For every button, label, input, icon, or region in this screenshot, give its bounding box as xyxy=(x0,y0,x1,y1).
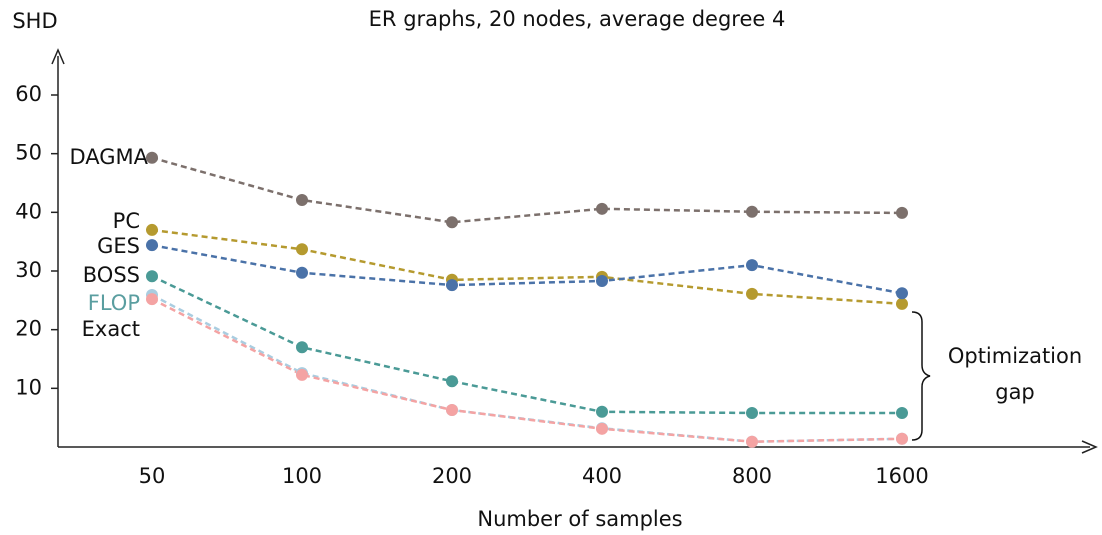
data-point xyxy=(896,432,908,445)
series-label: DAGMA xyxy=(69,145,148,169)
data-point xyxy=(296,266,308,279)
series-line xyxy=(151,298,903,443)
y-tick-label: 60 xyxy=(15,82,42,106)
brace xyxy=(911,311,931,441)
series-label: BOSS xyxy=(83,263,140,287)
data-point xyxy=(146,270,158,283)
series-label: GES xyxy=(97,234,140,258)
y-tick-label: 10 xyxy=(15,375,42,399)
data-point xyxy=(146,223,158,236)
x-tick-label: 800 xyxy=(732,464,772,488)
series-label: PC xyxy=(113,209,140,233)
x-tick-label: 50 xyxy=(139,464,166,488)
data-point xyxy=(746,435,758,448)
data-point xyxy=(596,274,608,287)
data-point xyxy=(596,422,608,435)
data-point xyxy=(896,406,908,419)
data-point xyxy=(596,202,608,215)
x-axis-arrow xyxy=(1081,440,1098,454)
annotation: gap xyxy=(995,380,1035,404)
x-tick-label: 1600 xyxy=(875,464,928,488)
x-tick-label: 200 xyxy=(432,464,472,488)
y-tick-label: 40 xyxy=(15,199,42,223)
data-point xyxy=(746,406,758,419)
data-point xyxy=(146,293,158,306)
data-point xyxy=(596,405,608,418)
data-point xyxy=(296,194,308,207)
data-point xyxy=(896,287,908,300)
x-axis-label: Number of samples xyxy=(477,507,682,531)
data-point xyxy=(296,243,308,256)
data-point xyxy=(446,216,458,229)
y-tick-label: 20 xyxy=(15,317,42,341)
data-point xyxy=(296,368,308,381)
series-line xyxy=(151,156,903,224)
data-point xyxy=(146,151,158,164)
series-line xyxy=(151,243,903,295)
series-line xyxy=(151,228,903,306)
x-tick-label: 400 xyxy=(582,464,622,488)
data-point xyxy=(446,404,458,417)
series-label: FLOP xyxy=(88,291,140,315)
series-line xyxy=(151,293,903,443)
y-tick-label: 50 xyxy=(15,141,42,165)
y-tick-label: 30 xyxy=(15,258,42,282)
data-point xyxy=(746,259,758,272)
data-point xyxy=(746,205,758,218)
y-axis-arrow xyxy=(51,48,65,65)
data-point xyxy=(896,297,908,310)
data-point xyxy=(446,279,458,292)
data-point xyxy=(896,206,908,219)
y-axis-label: SHD xyxy=(12,9,57,33)
data-point xyxy=(296,341,308,354)
data-point xyxy=(146,239,158,252)
chart-title: ER graphs, 20 nodes, average degree 4 xyxy=(369,7,786,31)
data-point xyxy=(446,375,458,388)
series-label: Exact xyxy=(82,317,140,341)
x-tick-label: 100 xyxy=(282,464,322,488)
annotation: Optimization xyxy=(948,344,1082,368)
data-point xyxy=(746,287,758,300)
